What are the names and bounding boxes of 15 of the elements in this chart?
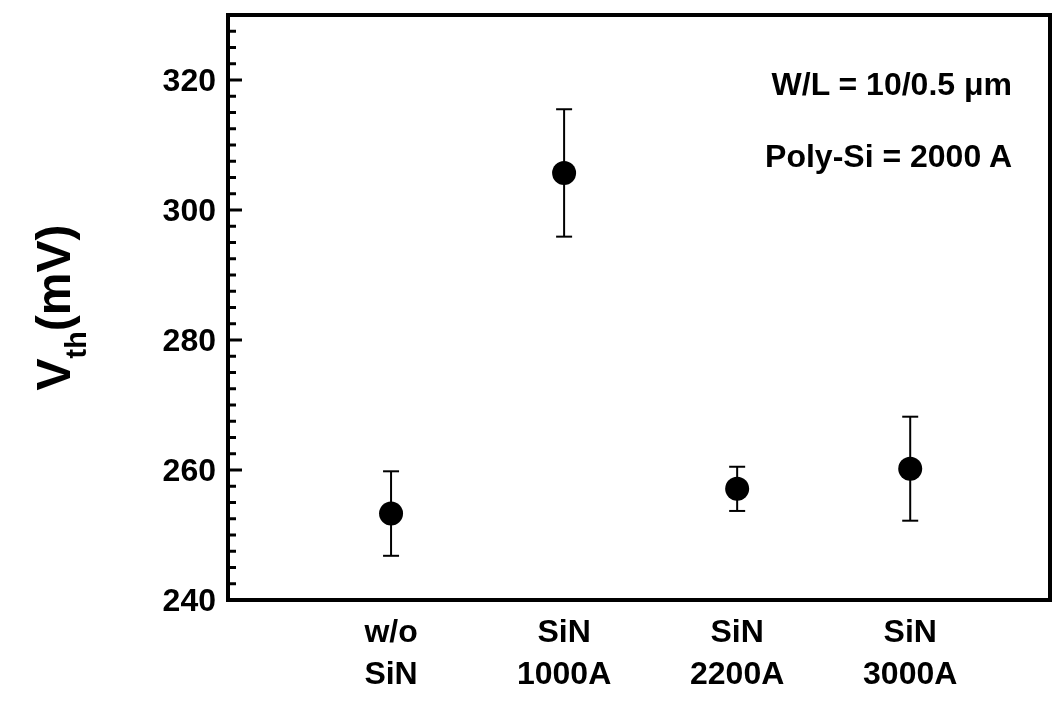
- point: [379, 501, 404, 526]
- point: [552, 160, 577, 185]
- x-tick-label: SiN 2200A: [690, 613, 785, 691]
- point: [725, 476, 750, 501]
- y-tick-label: 260: [162, 452, 216, 489]
- y-tick-label: 300: [162, 192, 216, 229]
- point: [898, 456, 923, 481]
- x-tick-label: w/o SiN: [363, 613, 418, 691]
- y-tick-label: 280: [162, 322, 216, 359]
- y-tick-label: 240: [162, 582, 216, 619]
- annotation: Poly-Si = 2000 A: [765, 138, 1012, 174]
- annotation: W/L = 10/0.5 μm: [771, 66, 1012, 102]
- y-tick-label: 320: [162, 62, 216, 99]
- x-tick-label: SiN 3000A: [863, 613, 958, 691]
- x-tick-label: SiN 1000A: [516, 613, 612, 691]
